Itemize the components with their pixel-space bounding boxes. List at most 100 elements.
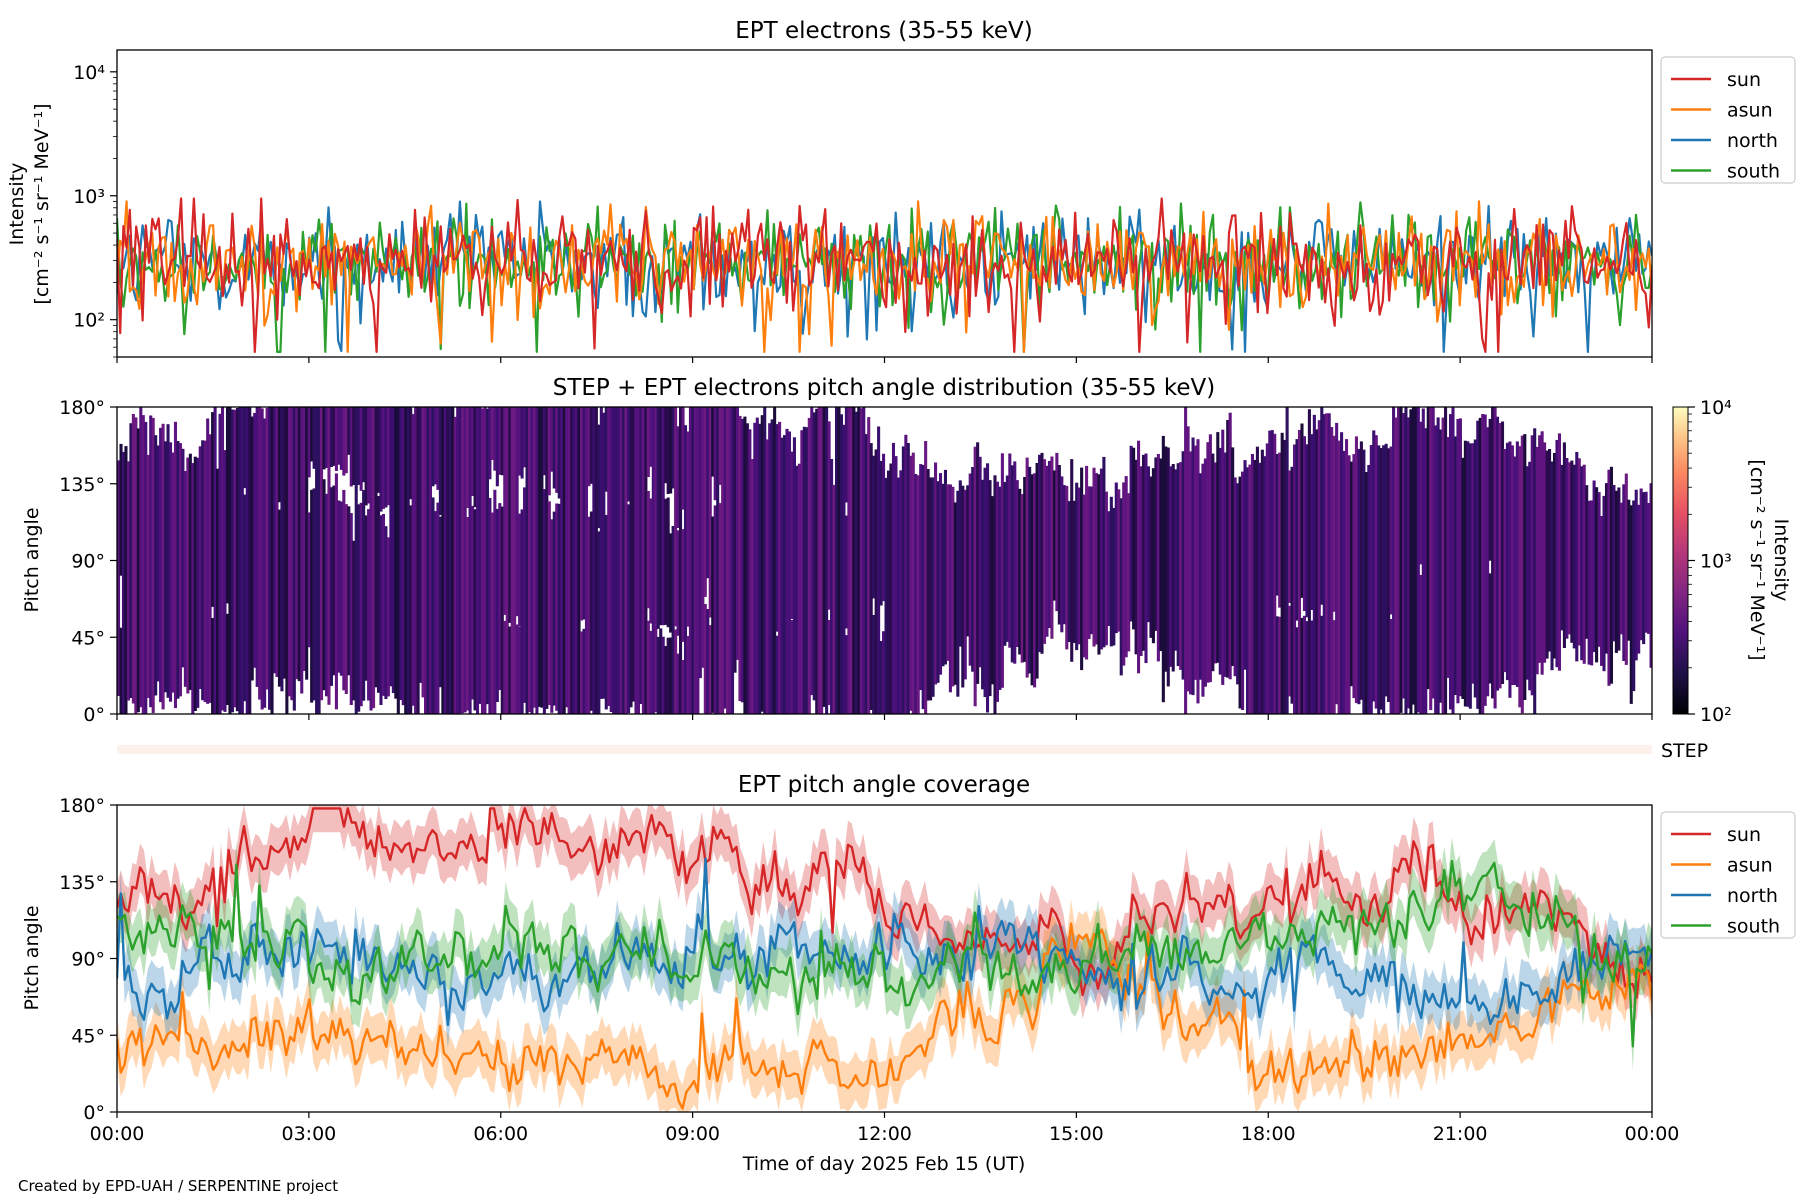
heatmap-cell	[899, 470, 903, 714]
heatmap-cell	[1471, 443, 1475, 684]
heatmap-cell	[1320, 407, 1324, 605]
heatmap-cell	[735, 407, 740, 660]
heatmap-cell	[1112, 507, 1116, 646]
heatmap-cell	[1030, 474, 1034, 686]
heatmap-cell	[1310, 620, 1314, 714]
heatmap-cell	[1166, 447, 1170, 687]
heatmap-cell	[1020, 494, 1024, 663]
heatmap-cell	[272, 407, 277, 674]
heatmap-cell	[1171, 464, 1175, 672]
y-tick-label: 180°	[59, 795, 105, 817]
heatmap-cell	[1203, 458, 1207, 687]
heatmap-cell	[1337, 440, 1341, 714]
heatmap-cell	[706, 609, 710, 714]
heatmap-cell	[384, 526, 388, 699]
heatmap-cell	[1278, 616, 1282, 714]
heatmap-cell	[253, 412, 257, 668]
heatmap-cell	[827, 421, 831, 610]
heatmap-cell	[1236, 483, 1240, 685]
heatmap-cell	[743, 416, 747, 714]
heatmap-cell	[688, 407, 692, 714]
heatmap-cell	[295, 407, 299, 680]
heatmap-cell	[1075, 482, 1079, 651]
heatmap-cell	[1622, 484, 1626, 661]
heatmap-cell	[1387, 448, 1391, 702]
heatmap-cell	[1097, 474, 1101, 655]
heatmap-cell	[664, 646, 668, 714]
heatmap-cell	[475, 407, 480, 714]
heatmap-cell	[1223, 452, 1227, 677]
heatmap-cell	[161, 423, 165, 710]
legend-frame	[1660, 811, 1796, 939]
heatmap-cell	[755, 417, 759, 714]
legend-label-north: north	[1727, 885, 1778, 907]
x-tick-label: 18:00	[1241, 1123, 1296, 1145]
heatmap-cell	[867, 417, 871, 714]
heatmap-cell	[921, 464, 925, 710]
heatmap-cell	[676, 653, 680, 714]
heatmap-cell	[270, 407, 274, 714]
heatmap-cell	[1008, 453, 1012, 648]
heatmap-cell	[282, 407, 286, 679]
heatmap-cell	[1476, 420, 1480, 709]
heatmap-cell	[1003, 482, 1007, 646]
y-tick-label: 0°	[83, 1102, 105, 1124]
heatmap-cell	[471, 505, 475, 700]
heatmap-cell	[409, 407, 413, 500]
heatmap-cell	[584, 407, 589, 714]
heatmap-cell	[775, 424, 779, 632]
heatmap-cell	[916, 475, 920, 714]
heatmap-cell	[1414, 407, 1418, 714]
heatmap-cell	[1033, 473, 1037, 688]
heatmap-cell	[629, 407, 633, 708]
heatmap-cell	[500, 506, 504, 714]
heatmap-cell	[1293, 444, 1297, 714]
heatmap-cell	[634, 407, 638, 714]
heatmap-cell	[859, 408, 863, 714]
heatmap-cell	[198, 446, 202, 689]
heatmap-cell	[277, 509, 282, 687]
heatmap-cell	[570, 407, 574, 714]
heatmap-cell	[1067, 501, 1071, 642]
heatmap-cell	[981, 479, 985, 690]
heatmap-cell	[891, 442, 896, 714]
heatmap-cell	[191, 463, 195, 714]
heatmap-cell	[659, 628, 663, 714]
heatmap-cell	[419, 407, 423, 683]
heatmap-cell	[582, 407, 586, 620]
heatmap-cell	[401, 407, 405, 706]
panel1-ylabel: Intensity	[6, 163, 28, 246]
heatmap-cell	[527, 407, 532, 713]
heatmap-cell	[555, 407, 559, 493]
heatmap-cell	[765, 439, 769, 714]
heatmap-cell	[168, 442, 173, 702]
heatmap-cell	[327, 407, 331, 705]
heatmap-cell	[666, 637, 670, 714]
heatmap-cell	[139, 407, 143, 708]
heatmap-cell	[493, 407, 497, 471]
heatmap-cell	[1320, 615, 1324, 714]
heatmap-cell	[436, 407, 440, 490]
y-tick-label: 0°	[83, 704, 105, 726]
heatmap-cell	[193, 456, 197, 711]
heatmap-cell	[1426, 407, 1430, 690]
heatmap-cell	[1127, 493, 1131, 652]
heatmap-cell	[1439, 429, 1443, 703]
heatmap-cell	[1164, 446, 1168, 672]
heatmap-cell	[149, 415, 153, 708]
heatmap-cell	[896, 477, 900, 714]
heatmap-cell	[557, 503, 561, 714]
heatmap-cell	[1629, 505, 1633, 704]
heatmap-cell	[510, 407, 514, 714]
y-tick-label: 45°	[71, 627, 105, 649]
heatmap-cell	[508, 626, 512, 714]
heatmap-cell	[839, 414, 844, 714]
panel3-series-lines	[117, 805, 1652, 1112]
heatmap-cell	[1617, 487, 1621, 651]
legend-label-asun: asun	[1727, 100, 1773, 122]
colorbar-tick-label: 10⁴	[1700, 397, 1732, 419]
heatmap-cell	[480, 408, 485, 714]
heatmap-cell	[307, 407, 311, 478]
heatmap-cell	[1424, 428, 1428, 714]
